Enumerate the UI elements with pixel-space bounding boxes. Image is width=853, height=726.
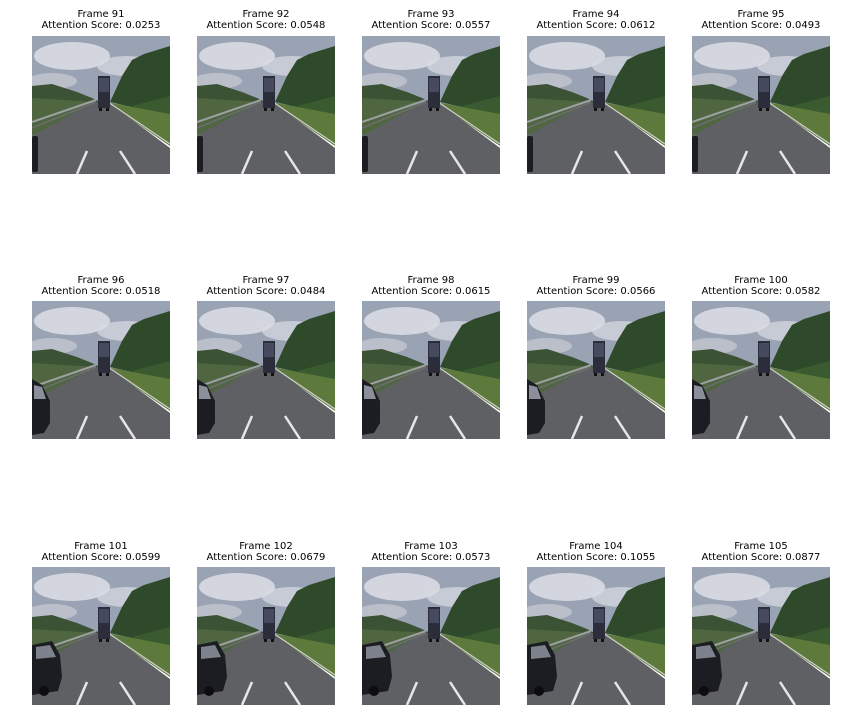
frame-title: Frame 101 Attention Score: 0.0599 bbox=[31, 541, 171, 563]
frame-image bbox=[197, 567, 335, 705]
road-scene-image bbox=[362, 567, 500, 705]
road-scene-image bbox=[692, 301, 830, 439]
attention-score-label: Attention Score: 0.0566 bbox=[536, 286, 656, 297]
attention-score-label: Attention Score: 0.0484 bbox=[206, 286, 326, 297]
road-scene-image bbox=[32, 36, 170, 174]
attention-score-label: Attention Score: 0.0548 bbox=[206, 20, 326, 31]
frame-number-label: Frame 105 bbox=[734, 541, 788, 552]
road-scene-image bbox=[32, 301, 170, 439]
road-scene-image bbox=[197, 36, 335, 174]
frame-image bbox=[692, 301, 830, 439]
frame-title: Frame 94 Attention Score: 0.0612 bbox=[526, 9, 666, 31]
frame-title: Frame 98 Attention Score: 0.0615 bbox=[361, 275, 501, 297]
frame-number-label: Frame 93 bbox=[407, 9, 455, 20]
frame-number-label: Frame 96 bbox=[77, 275, 125, 286]
frame-image bbox=[527, 301, 665, 439]
frame-image bbox=[197, 36, 335, 174]
attention-score-label: Attention Score: 0.0518 bbox=[41, 286, 161, 297]
frame-number-label: Frame 95 bbox=[737, 9, 785, 20]
frame-title: Frame 91 Attention Score: 0.0253 bbox=[31, 9, 171, 31]
frame-number-label: Frame 100 bbox=[734, 275, 788, 286]
frame-number-label: Frame 101 bbox=[74, 541, 128, 552]
frame-image bbox=[362, 301, 500, 439]
frame-image bbox=[362, 567, 500, 705]
frame-title: Frame 105 Attention Score: 0.0877 bbox=[691, 541, 831, 563]
attention-score-label: Attention Score: 0.0599 bbox=[41, 552, 161, 563]
frame-image bbox=[32, 301, 170, 439]
road-scene-image bbox=[692, 36, 830, 174]
frame-title: Frame 103 Attention Score: 0.0573 bbox=[361, 541, 501, 563]
road-scene-image bbox=[527, 36, 665, 174]
attention-score-label: Attention Score: 0.0679 bbox=[206, 552, 326, 563]
frame-title: Frame 100 Attention Score: 0.0582 bbox=[691, 275, 831, 297]
attention-score-label: Attention Score: 0.0573 bbox=[371, 552, 491, 563]
frame-image bbox=[32, 567, 170, 705]
frame-image bbox=[197, 301, 335, 439]
frame-title: Frame 102 Attention Score: 0.0679 bbox=[196, 541, 336, 563]
frame-image bbox=[527, 36, 665, 174]
frame-image bbox=[527, 567, 665, 705]
frame-title: Frame 93 Attention Score: 0.0557 bbox=[361, 9, 501, 31]
frame-image bbox=[692, 567, 830, 705]
frame-number-label: Frame 92 bbox=[242, 9, 290, 20]
attention-score-label: Attention Score: 0.0877 bbox=[701, 552, 821, 563]
road-scene-image bbox=[362, 36, 500, 174]
road-scene-image bbox=[197, 567, 335, 705]
road-scene-image bbox=[362, 301, 500, 439]
attention-score-label: Attention Score: 0.0582 bbox=[701, 286, 821, 297]
frame-image bbox=[32, 36, 170, 174]
frame-image bbox=[692, 36, 830, 174]
attention-score-label: Attention Score: 0.0612 bbox=[536, 20, 656, 31]
road-scene-image bbox=[527, 567, 665, 705]
attention-score-label: Attention Score: 0.0493 bbox=[701, 20, 821, 31]
attention-score-label: Attention Score: 0.1055 bbox=[536, 552, 656, 563]
frame-title: Frame 96 Attention Score: 0.0518 bbox=[31, 275, 171, 297]
attention-score-label: Attention Score: 0.0253 bbox=[41, 20, 161, 31]
frame-number-label: Frame 104 bbox=[569, 541, 623, 552]
frame-number-label: Frame 98 bbox=[407, 275, 455, 286]
frame-number-label: Frame 99 bbox=[572, 275, 620, 286]
frame-title: Frame 95 Attention Score: 0.0493 bbox=[691, 9, 831, 31]
road-scene-image bbox=[32, 567, 170, 705]
attention-score-label: Attention Score: 0.0557 bbox=[371, 20, 491, 31]
frame-number-label: Frame 91 bbox=[77, 9, 125, 20]
frame-number-label: Frame 97 bbox=[242, 275, 290, 286]
road-scene-image bbox=[527, 301, 665, 439]
frame-image bbox=[362, 36, 500, 174]
frame-number-label: Frame 94 bbox=[572, 9, 620, 20]
frame-title: Frame 99 Attention Score: 0.0566 bbox=[526, 275, 666, 297]
attention-score-label: Attention Score: 0.0615 bbox=[371, 286, 491, 297]
frame-title: Frame 92 Attention Score: 0.0548 bbox=[196, 9, 336, 31]
frame-number-label: Frame 103 bbox=[404, 541, 458, 552]
road-scene-image bbox=[692, 567, 830, 705]
frame-title: Frame 97 Attention Score: 0.0484 bbox=[196, 275, 336, 297]
frame-title: Frame 104 Attention Score: 0.1055 bbox=[526, 541, 666, 563]
frame-number-label: Frame 102 bbox=[239, 541, 293, 552]
road-scene-image bbox=[197, 301, 335, 439]
